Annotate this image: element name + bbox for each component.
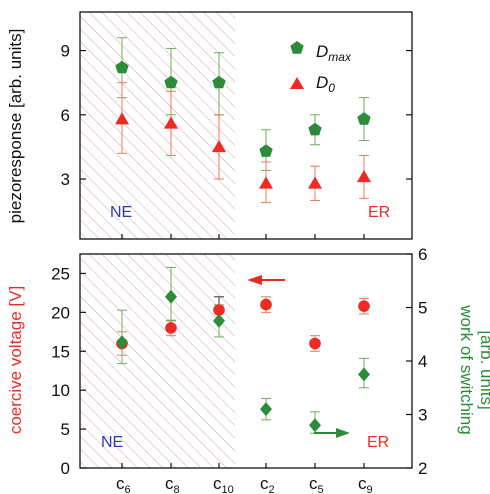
- bottom-right-y-axis: 2 3 4 5 6: [406, 245, 427, 478]
- bottom-right-y-tick-label: 6: [418, 245, 427, 264]
- bottom-x-tick-label: c2: [260, 474, 275, 494]
- d0-point: [115, 112, 129, 125]
- bottom-panel: 0 5 10 15 20 25 2 3 4 5 6 c6 c8 c10 c2 c5 c9 coercive …: [6, 245, 490, 494]
- coercive-voltage-point: [165, 322, 177, 334]
- top-y-tick-label: 6: [61, 106, 70, 125]
- legend-dmax-label: Dmax: [316, 42, 352, 64]
- bottom-region-label-er: ER: [367, 434, 389, 451]
- top-region-label-ne: NE: [110, 204, 132, 221]
- bottom-left-y-axis: 0 5 10 15 20 25: [51, 264, 86, 478]
- bottom-x-tick-label: c8: [165, 474, 180, 494]
- dmax-point: [308, 122, 322, 136]
- coercive-voltage-point: [358, 300, 370, 312]
- coercive-voltage-point: [260, 298, 272, 311]
- top-data-marks: [115, 37, 371, 204]
- bottom-left-y-tick-label: 10: [51, 381, 70, 400]
- work-of-switching-point: [260, 402, 272, 417]
- top-panel: 3 6 9 piezoresponse [arb. units] Dmax D0 N…: [6, 11, 413, 240]
- d0-point: [357, 169, 371, 183]
- bottom-left-y-tick-label: 5: [61, 420, 70, 439]
- bottom-right-y-axis-label-line2: [arb. units]: [477, 330, 490, 409]
- bottom-left-y-axis-label: coercive voltage [V]: [6, 286, 25, 434]
- top-y-tick-label: 9: [61, 42, 70, 61]
- dmax-point: [212, 75, 226, 89]
- work-of-switching-point: [309, 418, 321, 433]
- bottom-right-y-tick-label: 3: [418, 406, 427, 425]
- bottom-left-y-tick-label: 25: [51, 264, 70, 283]
- dmax-point: [115, 60, 129, 74]
- legend-triangle-marker: [290, 77, 304, 89]
- work-of-switching-point: [116, 335, 128, 350]
- legend-pentagon-marker: [290, 41, 304, 54]
- bottom-left-y-tick-label: 15: [51, 342, 70, 361]
- coercive-voltage-point: [309, 337, 321, 350]
- work-of-switching-point: [165, 289, 177, 304]
- top-y-tick-label: 3: [61, 170, 70, 189]
- d0-point: [212, 139, 226, 153]
- work-of-switching-point: [213, 313, 225, 328]
- right-arrow-annotation: [314, 428, 350, 438]
- coercive-voltage-point: [213, 304, 225, 316]
- top-y-axis: 3 6 9: [61, 42, 412, 239]
- bottom-right-y-tick-label: 2: [418, 459, 427, 478]
- top-legend: Dmax D0: [290, 41, 352, 95]
- top-region-label-er: ER: [368, 204, 390, 221]
- bottom-x-tick-label: c5: [309, 474, 324, 494]
- bottom-left-y-tick-label: 20: [51, 303, 70, 322]
- d0-point: [308, 176, 322, 189]
- bottom-x-tick-label: c6: [116, 474, 131, 494]
- top-hatch-region: [80, 12, 235, 239]
- work-of-switching-point: [358, 367, 370, 382]
- bottom-right-y-tick-label: 5: [418, 299, 427, 318]
- legend-d0-label: D0: [316, 73, 335, 95]
- bottom-right-y-tick-label: 4: [418, 352, 427, 371]
- top-plot-frame: [79, 11, 413, 240]
- bottom-right-y-axis-label-line1: work of switching: [457, 304, 476, 434]
- bottom-hatch-region: [80, 254, 235, 468]
- bottom-x-tick-label: c10: [213, 474, 234, 494]
- bottom-x-tick-label: c9: [358, 474, 373, 494]
- left-arrow-annotation: [247, 275, 285, 285]
- bottom-left-y-tick-label: 0: [61, 459, 70, 478]
- top-y-axis-label: piezoresponse [arb. units]: [6, 29, 25, 224]
- dmax-point: [259, 144, 273, 157]
- dmax-point: [164, 75, 178, 89]
- bottom-x-axis: c6 c8 c10 c2 c5 c9: [116, 463, 373, 494]
- bottom-data-marks: [116, 266, 370, 434]
- bottom-region-label-ne: NE: [101, 434, 123, 451]
- dmax-point: [357, 112, 371, 125]
- d0-point: [259, 176, 273, 189]
- d0-point: [164, 116, 178, 129]
